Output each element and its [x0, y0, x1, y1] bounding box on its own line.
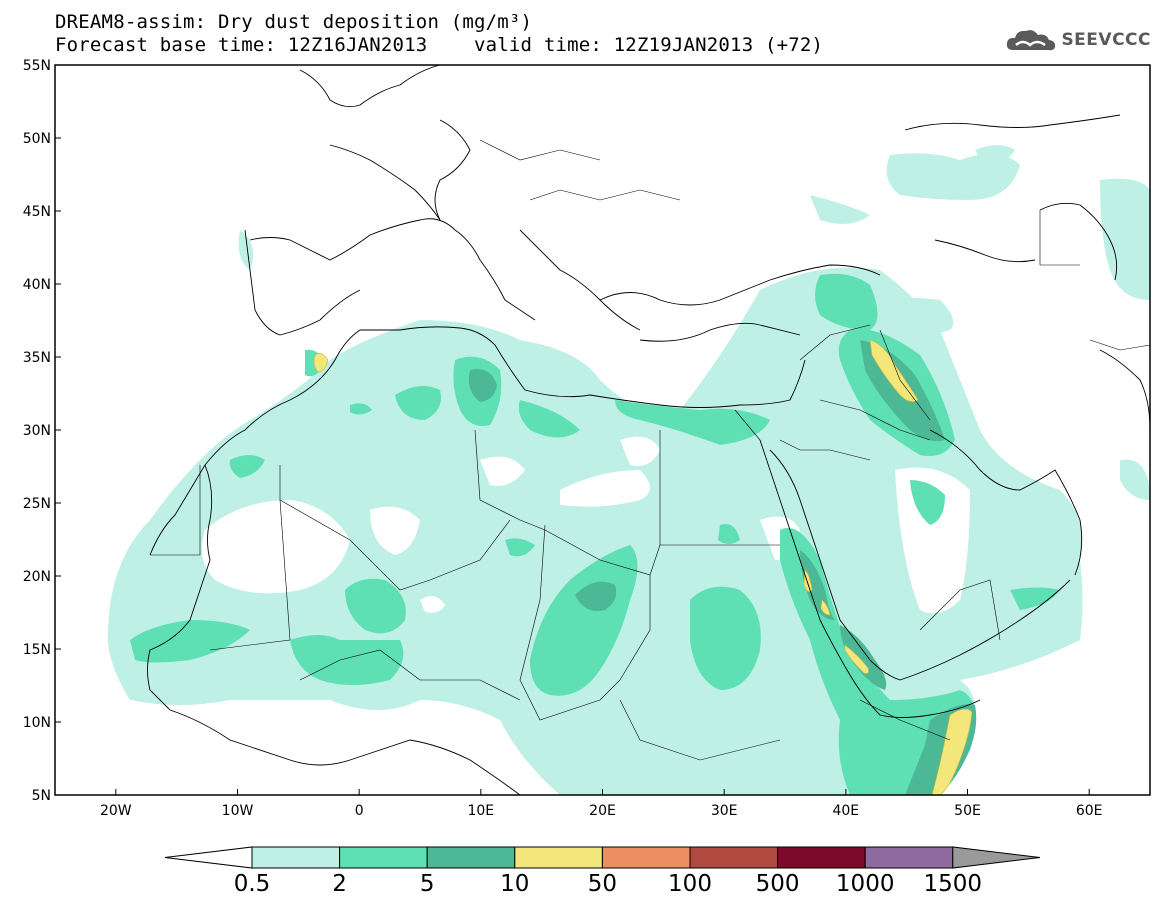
lat-tick-label: 35N — [23, 350, 51, 366]
dust-field-very-high — [313, 339, 973, 795]
legend-threshold-label: 5 — [420, 871, 435, 897]
lon-tick-label: 50E — [954, 803, 981, 819]
lat-tick-label: 25N — [23, 496, 51, 512]
legend-swatch — [339, 846, 428, 869]
legend-threshold-label: 1000 — [836, 871, 895, 897]
lat-tick-label: 10N — [23, 715, 51, 731]
lon-tick-label: 30E — [711, 803, 738, 819]
lat-tick-label: 5N — [32, 788, 51, 804]
legend-threshold-label: 50 — [588, 871, 617, 897]
coastlines — [147, 65, 1150, 795]
legend-over-range-arrow — [952, 846, 1041, 869]
map-title-line1: DREAM8-assim: Dry dust deposition (mg/m³… — [55, 11, 533, 33]
lat-tick-label: 55N — [23, 58, 51, 74]
dust-field-clear — [201, 436, 970, 614]
longitude-axis: 20W 10W 0 10E 20E 30E 40E 50E 60E — [100, 789, 1103, 819]
latitude-axis: 55N 50N 45N 40N 35N 30N 25N 20N 15N 10N 5N — [23, 58, 61, 804]
map-plot-area — [107, 65, 1150, 795]
legend-swatch — [426, 846, 516, 869]
lon-tick-label: 60E — [1076, 803, 1103, 819]
lon-tick-label: 20E — [589, 803, 616, 819]
legend-swatch — [251, 846, 341, 869]
legend-swatch — [514, 846, 603, 869]
legend-threshold-label: 0.5 — [234, 871, 271, 897]
logo-text: SEEVCCC — [1061, 30, 1151, 50]
country-borders — [150, 139, 1150, 761]
map-title-line2: Forecast base time: 12Z16JAN2013 valid t… — [55, 34, 824, 56]
lat-tick-label: 30N — [23, 423, 51, 439]
lat-tick-label: 50N — [23, 131, 51, 147]
legend-threshold-label: 100 — [668, 871, 712, 897]
lon-tick-label: 0 — [355, 803, 364, 819]
lon-tick-label: 10E — [467, 803, 494, 819]
legend-threshold-label: 2 — [332, 871, 347, 897]
legend-swatch — [601, 846, 691, 869]
lat-tick-label: 45N — [23, 204, 51, 220]
legend-swatch — [777, 846, 866, 869]
lon-tick-label: 20W — [100, 803, 132, 819]
lat-tick-label: 15N — [23, 642, 51, 658]
legend-threshold-label: 500 — [756, 871, 800, 897]
lat-tick-label: 40N — [23, 277, 51, 293]
legend-threshold-label: 1500 — [924, 871, 983, 897]
seevccc-logo: SEEVCCC — [1005, 26, 1151, 54]
legend-threshold-label: 10 — [500, 871, 529, 897]
lat-tick-label: 20N — [23, 569, 51, 585]
lon-tick-label: 10W — [222, 803, 254, 819]
cloud-icon — [1007, 30, 1056, 51]
legend-under-range-arrow — [164, 846, 253, 869]
lon-tick-label: 40E — [832, 803, 859, 819]
legend-swatch — [689, 846, 779, 869]
legend-swatch — [864, 846, 954, 869]
